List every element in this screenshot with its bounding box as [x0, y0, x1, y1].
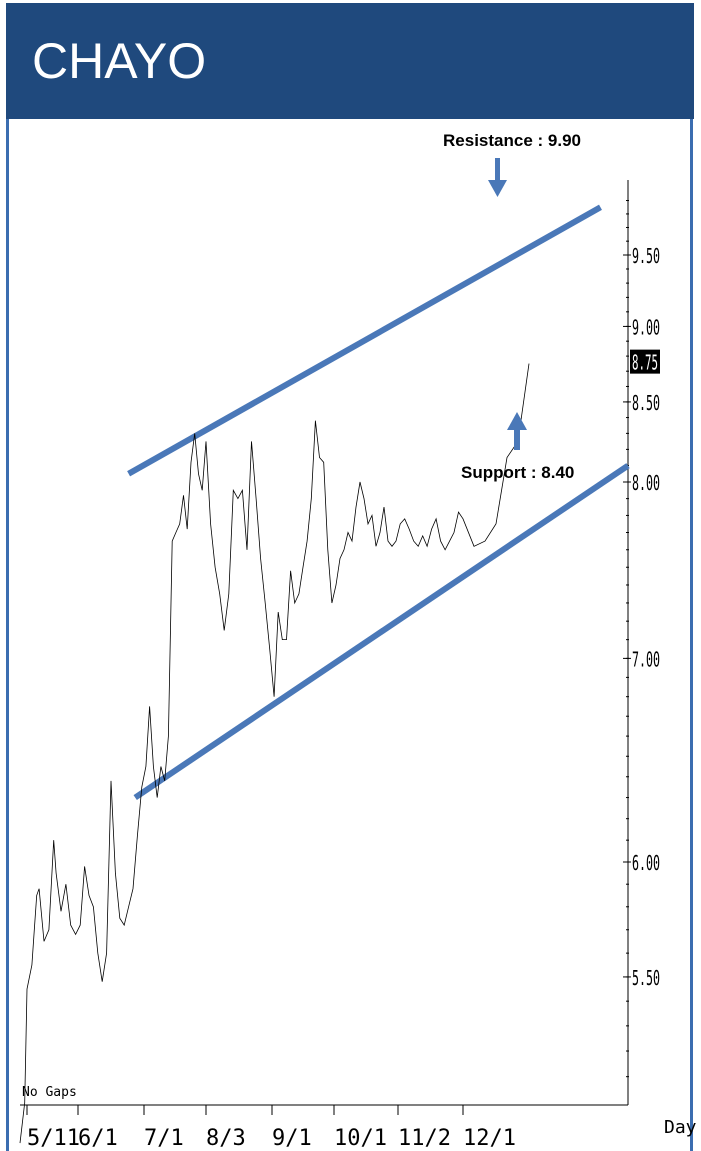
x-tick-label: 9/1 [272, 1126, 312, 1151]
chart-labels: 5.50 6.00 7.00 8.00 8.50 9.00 9.50 5/116/1 7/1 8/… [22, 131, 697, 1151]
frame-border-right [690, 119, 693, 1151]
trend-channel [127, 204, 630, 801]
resistance-line [127, 204, 602, 477]
price-line [19, 363, 530, 1144]
up-arrow-icon [507, 412, 527, 430]
x-tick-label: 7/1 [144, 1126, 184, 1151]
x-axis-label: Day [664, 1117, 697, 1138]
y-tick-label: 9.00 [632, 315, 660, 339]
resistance-arrow-shaft [495, 158, 500, 180]
x-tick-label: 8/3 [206, 1126, 246, 1151]
y-tick-label: 8.00 [632, 471, 660, 495]
support-arrow-shaft [514, 430, 520, 450]
support-label: Support : 8.40 [461, 463, 574, 482]
y-tick-label: 7.00 [632, 647, 660, 671]
x-tick-label: 10/1 [334, 1126, 387, 1151]
x-tick-label: 5/11 [27, 1126, 80, 1151]
x-tick-label: 6/1 [78, 1126, 118, 1151]
down-arrow-icon [488, 180, 507, 197]
y-tick-label: 9.50 [632, 244, 660, 268]
price-series [19, 363, 530, 1144]
no-gaps-note: No Gaps [22, 1085, 77, 1100]
support-line [133, 463, 630, 801]
x-tick-label: 11/2 [398, 1126, 451, 1151]
y-tick-label: 6.00 [632, 851, 660, 875]
chart-axes [20, 180, 631, 1115]
resistance-label: Resistance : 9.90 [443, 131, 581, 150]
page-title: CHAYO [32, 33, 207, 89]
title-banner: CHAYO [6, 3, 694, 119]
y-tick-label: 8.50 [632, 391, 660, 415]
x-tick-label: 12/1 [463, 1126, 516, 1151]
y-tick-label: 5.50 [632, 966, 660, 990]
frame-border-left [6, 119, 9, 1151]
last-price-box [630, 349, 660, 374]
last-price-label: 8.75 [632, 351, 658, 375]
